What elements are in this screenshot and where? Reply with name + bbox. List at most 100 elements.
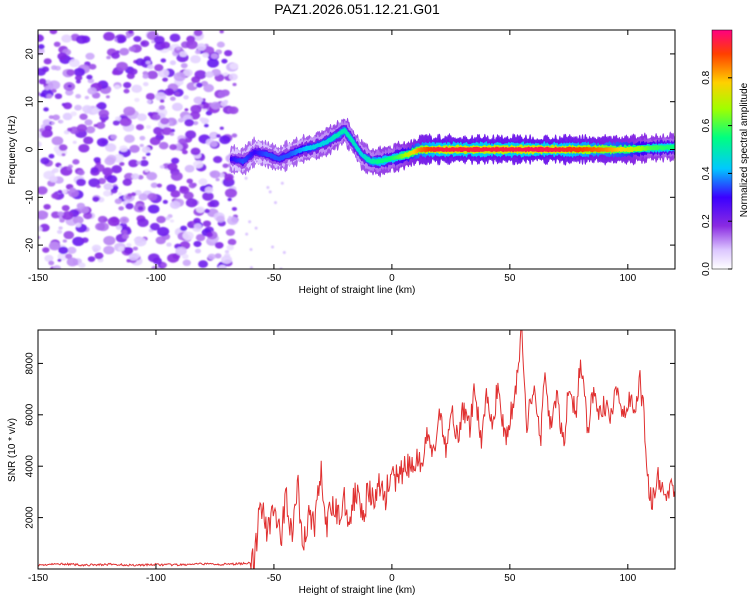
snr-y-tick-label: 4000 (25, 455, 36, 478)
noise-blob (179, 50, 188, 58)
noise-blob (54, 93, 63, 100)
noise-blob (146, 70, 158, 80)
noise-blob (121, 229, 128, 235)
noise-blob (63, 102, 73, 110)
noise-blob (147, 193, 158, 201)
noise-blob (134, 97, 140, 102)
noise-blob (127, 193, 133, 197)
noise-blob (58, 119, 64, 124)
noise-blob (143, 81, 149, 87)
noise-blob (105, 95, 110, 99)
noise-blob (204, 208, 210, 214)
noise-blob (83, 136, 94, 145)
noise-speck (271, 245, 275, 249)
noise-blob (112, 120, 120, 126)
noise-blob (227, 197, 232, 202)
colorbar-tick-label: 0.4 (701, 166, 712, 180)
snr-x-axis: -150 -100 -50 0 50 100 (28, 330, 637, 584)
noise-blob (115, 116, 122, 122)
noise-blob (169, 144, 178, 151)
colorbar-ticks: 0.0 0.2 0.4 0.6 0.8 (701, 70, 732, 276)
noise-blob (159, 99, 165, 103)
noise-blob (219, 135, 231, 145)
noise-speck (268, 190, 272, 194)
noise-blob (56, 229, 63, 234)
noise-blob (207, 253, 216, 260)
noise-blob (181, 149, 188, 155)
noise-blob (225, 228, 235, 236)
noise-blob (114, 84, 121, 90)
noise-blob (52, 168, 59, 173)
noise-blob (169, 60, 177, 66)
noise-blob (148, 253, 160, 263)
spectrogram-y-axis: -20 -10 0 10 20 (25, 48, 675, 252)
noise-blob (184, 108, 189, 112)
noise-blob (205, 71, 214, 78)
noise-blob (96, 102, 107, 110)
noise-blob (61, 34, 72, 43)
noise-blob (171, 157, 180, 164)
noise-blob (75, 222, 82, 228)
noise-blob (231, 133, 238, 138)
colorbar-tick-label: 0.6 (701, 118, 712, 132)
noise-blob (190, 104, 202, 114)
noise-blob (87, 256, 96, 262)
noise-blob (62, 239, 67, 243)
noise-blob (53, 41, 61, 47)
noise-blob (106, 55, 111, 60)
noise-blob (76, 178, 86, 187)
snr-y-tick-label: 8000 (25, 352, 36, 375)
noise-blob (72, 236, 85, 247)
noise-blob (128, 253, 139, 261)
noise-blob (136, 113, 147, 122)
noise-blob (38, 210, 49, 220)
spectrogram-x-label: Height of straight line (km) (299, 285, 416, 296)
noise-blob (117, 246, 125, 252)
noise-blob (193, 160, 204, 169)
noise-blob (43, 107, 49, 112)
noise-blob (209, 199, 220, 208)
noise-blob (57, 189, 63, 194)
noise-blob (101, 119, 106, 123)
noise-blob (157, 226, 170, 237)
noise-blob (180, 62, 188, 69)
noise-blob (50, 121, 55, 125)
noise-blob (124, 172, 135, 181)
noise-blob (51, 136, 64, 146)
noise-blob (123, 106, 136, 116)
noise-blob (90, 166, 99, 174)
noise-blob (63, 230, 75, 240)
noise-blob (149, 222, 160, 231)
noise-blob (133, 35, 142, 43)
noise-blob (214, 253, 222, 259)
noise-blob (74, 104, 82, 111)
noise-blob (38, 78, 47, 85)
noise-blob (159, 164, 165, 169)
noise-blob (177, 117, 184, 123)
noise-blob (169, 219, 175, 223)
noise-blob (202, 220, 212, 227)
noise-blob (160, 58, 167, 63)
noise-blob (110, 134, 118, 140)
noise-blob (147, 64, 154, 70)
noise-blob (229, 62, 239, 70)
noise-blob (169, 200, 181, 209)
noise-blob (134, 189, 142, 196)
noise-blob (111, 69, 119, 76)
noise-blob (38, 226, 43, 232)
spectrogram-x-tick-label: -50 (267, 273, 282, 284)
noise-blob (72, 140, 77, 144)
noise-blob (224, 173, 234, 181)
noise-blob (139, 135, 146, 141)
noise-blob (52, 265, 61, 269)
noise-blob (95, 222, 106, 231)
noise-blob (67, 84, 72, 88)
noise-blob (41, 66, 50, 73)
noise-blob (76, 202, 86, 210)
noise-blob (75, 79, 81, 84)
noise-blob (57, 211, 64, 217)
noise-blob (91, 107, 100, 115)
snr-y-tick-label: 2000 (25, 506, 36, 529)
noise-blob (43, 203, 51, 210)
noise-blob (104, 156, 116, 166)
